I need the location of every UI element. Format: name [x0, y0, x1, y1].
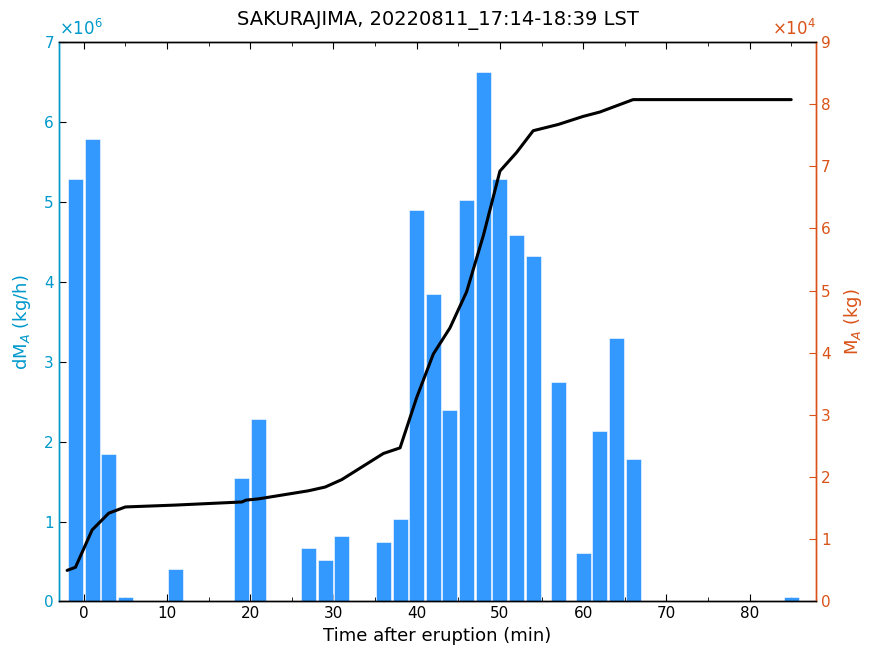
Bar [509, 236, 524, 602]
Bar [592, 431, 607, 602]
Bar [393, 519, 408, 602]
Bar [476, 72, 491, 602]
Text: $\times 10^6$: $\times 10^6$ [59, 19, 102, 39]
Bar [550, 382, 565, 602]
Bar [376, 541, 391, 602]
Bar [459, 200, 474, 602]
Bar [251, 419, 266, 602]
Bar [426, 295, 441, 602]
Bar [118, 598, 133, 602]
Bar [784, 598, 799, 602]
Bar [85, 139, 100, 602]
Bar [609, 338, 624, 602]
X-axis label: Time after eruption (min): Time after eruption (min) [324, 627, 551, 645]
Bar [443, 409, 458, 602]
Bar [626, 459, 640, 602]
Bar [102, 455, 116, 602]
Title: SAKURAJIMA, 20220811_17:14-18:39 LST: SAKURAJIMA, 20220811_17:14-18:39 LST [236, 11, 639, 30]
Y-axis label: M$_A$ (kg): M$_A$ (kg) [842, 288, 864, 355]
Bar [68, 179, 83, 602]
Bar [168, 569, 183, 602]
Bar [301, 548, 316, 602]
Y-axis label: dM$_A$ (kg/h): dM$_A$ (kg/h) [11, 274, 33, 369]
Text: $\times 10^4$: $\times 10^4$ [773, 19, 816, 39]
Bar [576, 554, 591, 602]
Bar [234, 478, 249, 602]
Bar [526, 256, 541, 602]
Bar [334, 536, 349, 602]
Bar [318, 560, 332, 602]
Bar [493, 179, 507, 602]
Bar [410, 210, 424, 602]
